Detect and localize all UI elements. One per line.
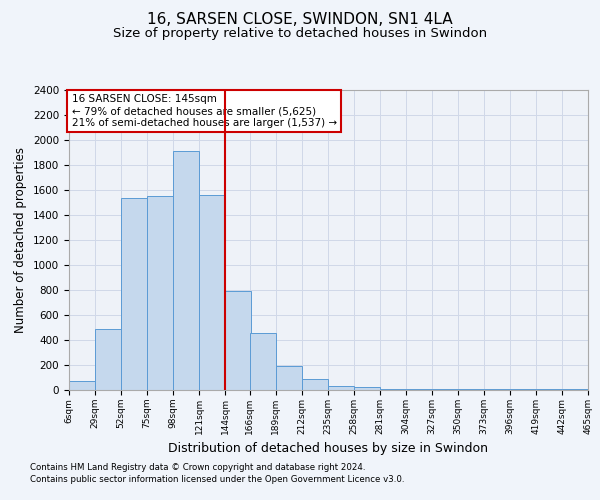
Text: 16 SARSEN CLOSE: 145sqm
← 79% of detached houses are smaller (5,625)
21% of semi: 16 SARSEN CLOSE: 145sqm ← 79% of detache… bbox=[71, 94, 337, 128]
Bar bbox=[510, 389, 536, 390]
Bar bbox=[328, 386, 354, 390]
Bar bbox=[380, 389, 406, 390]
Bar bbox=[536, 389, 562, 390]
Bar bbox=[147, 196, 173, 390]
Bar bbox=[354, 387, 380, 390]
Y-axis label: Number of detached properties: Number of detached properties bbox=[14, 147, 28, 333]
Bar bbox=[458, 389, 484, 390]
Text: Contains public sector information licensed under the Open Government Licence v3: Contains public sector information licen… bbox=[30, 475, 404, 484]
Text: 16, SARSEN CLOSE, SWINDON, SN1 4LA: 16, SARSEN CLOSE, SWINDON, SN1 4LA bbox=[147, 12, 453, 28]
Bar bbox=[250, 332, 276, 390]
Text: Contains HM Land Registry data © Crown copyright and database right 2024.: Contains HM Land Registry data © Crown c… bbox=[30, 464, 365, 472]
Bar bbox=[69, 380, 95, 390]
Bar bbox=[484, 389, 510, 390]
Text: Size of property relative to detached houses in Swindon: Size of property relative to detached ho… bbox=[113, 28, 487, 40]
Bar bbox=[225, 291, 251, 390]
Bar bbox=[562, 389, 588, 390]
Bar bbox=[173, 151, 199, 390]
Bar bbox=[406, 389, 432, 390]
Bar bbox=[199, 195, 225, 390]
X-axis label: Distribution of detached houses by size in Swindon: Distribution of detached houses by size … bbox=[169, 442, 488, 456]
Bar bbox=[95, 329, 121, 390]
Bar bbox=[276, 366, 302, 390]
Bar bbox=[121, 198, 147, 390]
Bar bbox=[302, 380, 328, 390]
Bar bbox=[432, 389, 458, 390]
